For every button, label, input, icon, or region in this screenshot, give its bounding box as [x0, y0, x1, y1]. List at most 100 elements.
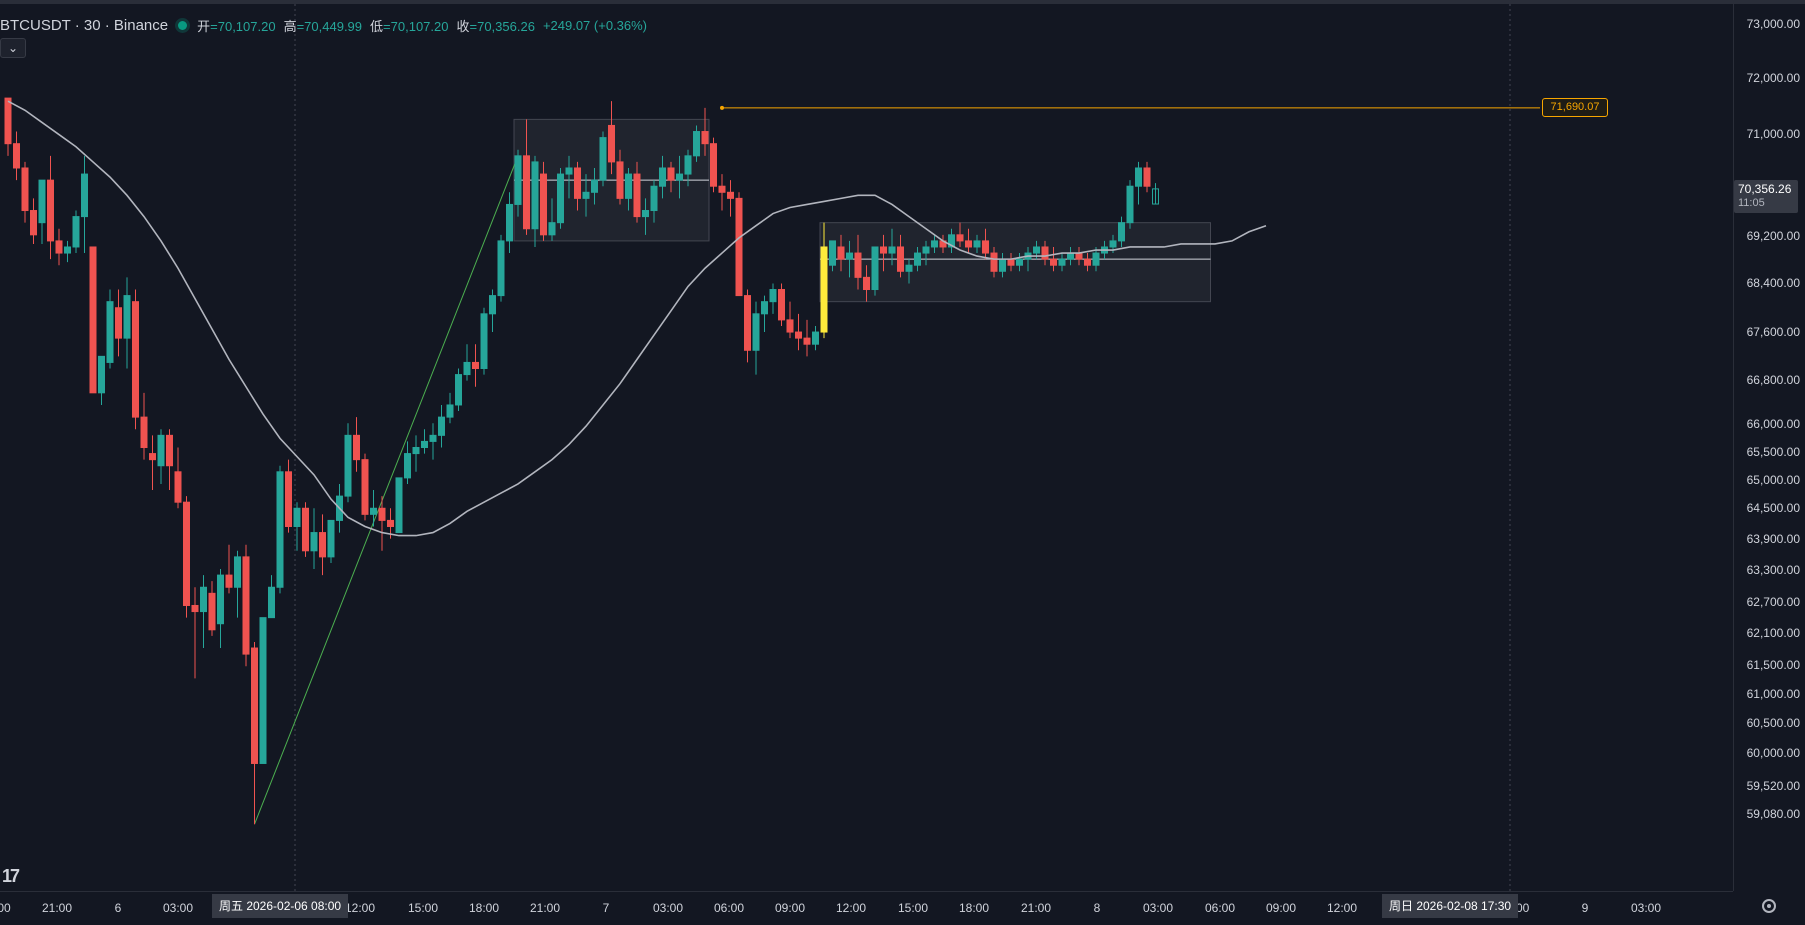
candle-body — [735, 197, 743, 297]
candle-body — [931, 240, 938, 248]
candle-body — [557, 173, 564, 224]
candle-body — [310, 532, 318, 552]
candle-body — [914, 252, 921, 266]
candle-body — [200, 586, 207, 613]
moving-average-line — [7, 100, 1267, 537]
candle-body — [616, 161, 624, 199]
time-tick-label: 03:00 — [162, 901, 194, 915]
price-tick-label: 67,600.00 — [1746, 325, 1800, 339]
candle-body — [973, 240, 981, 248]
candle-body — [795, 331, 802, 339]
tradingview-logo[interactable]: 17 — [2, 866, 20, 886]
settings-icon[interactable] — [1762, 899, 1776, 913]
price-tick-label: 72,000.00 — [1746, 71, 1800, 85]
candle-body — [922, 246, 930, 254]
candle-body — [1050, 258, 1057, 266]
price-tick-label: 61,500.00 — [1746, 658, 1800, 672]
candle-body — [548, 222, 556, 236]
candle-body — [1135, 167, 1142, 187]
candle-body — [633, 173, 641, 218]
candle-countdown: 11:05 — [1738, 196, 1765, 209]
ohlc-high: 高=70,449.99 — [283, 18, 363, 34]
candle-body — [684, 155, 692, 175]
horizontal-level-label[interactable]: 71,690.07 — [1542, 97, 1608, 117]
time-tick-label: 12:00 — [344, 901, 376, 915]
candle-body — [1075, 252, 1083, 260]
crosshair-date-right: 周日 2026-02-08 17:30 — [1382, 894, 1519, 918]
candle-body — [463, 361, 471, 376]
candle-body — [506, 203, 513, 242]
candle-body — [1152, 188, 1159, 205]
candle-body — [1058, 258, 1066, 266]
price-tick-label: 66,800.00 — [1746, 373, 1800, 387]
candle-body — [395, 477, 403, 534]
candle-body — [744, 295, 751, 351]
candle-body — [1143, 167, 1151, 187]
candle-body — [4, 97, 12, 145]
candle-body — [990, 252, 998, 272]
candle-body — [659, 167, 666, 187]
candle-body — [599, 137, 607, 181]
time-tick-label: 21:00 — [529, 901, 561, 915]
candle-body — [701, 131, 709, 145]
candle-body — [1126, 185, 1134, 224]
candle-body — [140, 416, 148, 448]
trend-line — [254, 155, 519, 825]
collapse-legend-button[interactable]: ⌄ — [0, 38, 26, 58]
price-tick-label: 63,900.00 — [1746, 532, 1800, 546]
time-tick-label: 15:00 — [407, 901, 439, 915]
price-tick-label: 59,520.00 — [1746, 779, 1800, 793]
price-change: +249.07 (+0.36%) — [542, 17, 648, 33]
candle-body — [429, 434, 437, 442]
time-tick-label: 03:00 — [1142, 901, 1174, 915]
candle-body — [871, 246, 879, 291]
candle-body — [718, 185, 726, 193]
price-axis[interactable]: 73,000.00 72,000.00 71,000.00 69,200.00 68,4… — [1733, 4, 1805, 891]
candle-body — [421, 440, 428, 449]
candle-body — [72, 216, 80, 248]
candle-body — [38, 179, 46, 224]
candle-body — [225, 574, 233, 588]
candle-body — [948, 234, 955, 248]
price-tick-label: 60,000.00 — [1746, 746, 1800, 760]
candle-body — [123, 295, 131, 339]
ohlc-open: 开=70,107.20 — [197, 18, 276, 34]
window-top-border — [0, 0, 1805, 4]
candle-body — [752, 313, 760, 351]
candle-body — [55, 240, 63, 254]
candle-body — [208, 592, 216, 631]
candle-body — [837, 246, 845, 260]
candle-body — [965, 240, 972, 248]
candle-body — [786, 319, 794, 333]
candle-body — [89, 246, 97, 394]
candle-body — [650, 185, 658, 212]
time-tick-label: 8 — [1093, 901, 1101, 915]
time-tick-label: 03:00 — [652, 901, 684, 915]
candle-body — [769, 289, 777, 303]
candlestick-chart[interactable] — [0, 4, 1733, 891]
time-tick-label: 18:00 — [958, 901, 990, 915]
candle-body — [761, 301, 768, 315]
candle-body — [64, 246, 71, 254]
price-tick-label: 71,000.00 — [1746, 127, 1800, 141]
symbol-label[interactable]: BTCUSDT · 30 · Binance — [0, 16, 169, 34]
candle-body — [98, 355, 105, 394]
level-anchor-point — [720, 105, 724, 110]
candle-body — [514, 155, 522, 205]
candle-body — [1118, 222, 1125, 242]
price-tick-label: 69,200.00 — [1746, 229, 1800, 243]
price-tick-label: 63,300.00 — [1746, 563, 1800, 577]
candle-body — [480, 313, 488, 370]
candle-body — [378, 507, 386, 521]
time-tick-label: 09:00 — [774, 901, 806, 915]
time-tick-label: 21:00 — [1020, 901, 1052, 915]
candle-body — [412, 447, 420, 455]
candle-body — [582, 191, 590, 199]
price-tick-label: 62,700.00 — [1746, 595, 1800, 609]
price-tick-label: 68,400.00 — [1746, 276, 1800, 290]
candle-body — [217, 574, 224, 625]
candle-body — [259, 617, 267, 764]
chart-area[interactable]: BTCUSDT · 30 · Binance 开=70,107.20 高=70,… — [0, 4, 1733, 891]
time-tick-label: 6 — [114, 901, 122, 915]
candle-body — [820, 246, 828, 333]
